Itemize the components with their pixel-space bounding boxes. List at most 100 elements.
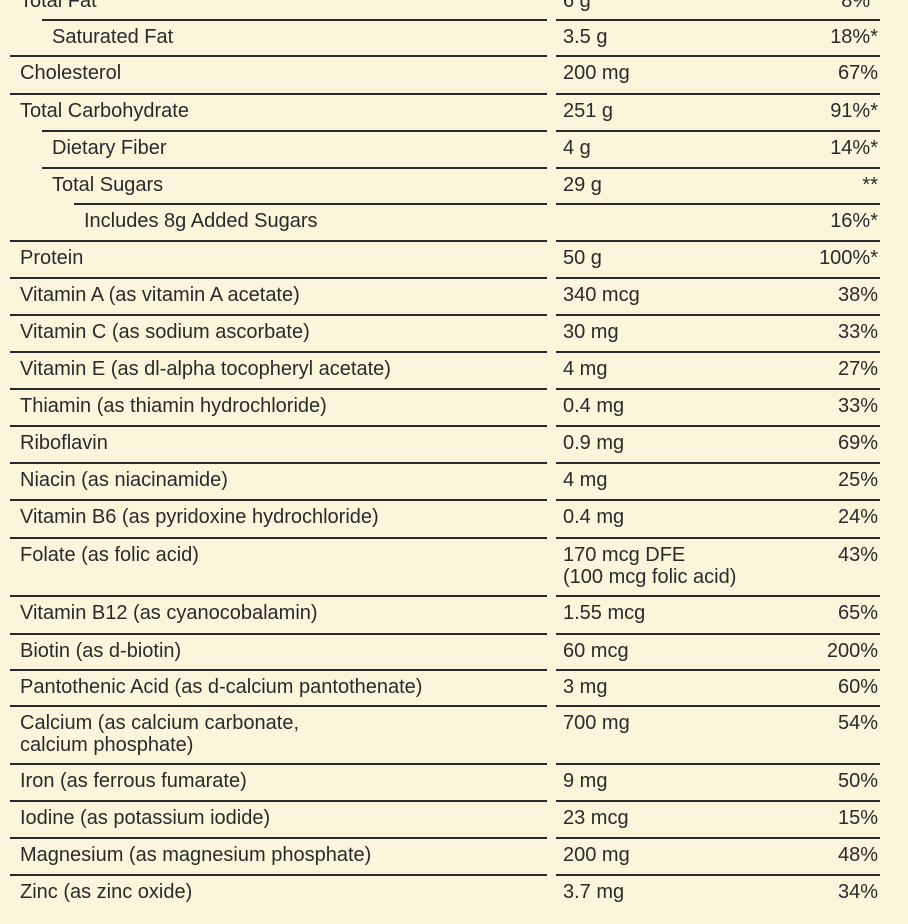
row-divider	[556, 130, 880, 132]
nutrient-name: Folate (as folic acid)	[20, 544, 199, 566]
row-divider	[10, 633, 547, 635]
nutrient-amount: 1.55 mcg	[563, 602, 646, 624]
row-divider	[556, 167, 880, 169]
nutrient-name: Total Carbohydrate	[20, 100, 189, 122]
nutrient-name: Total Sugars	[52, 174, 164, 196]
nutrient-amount: 170 mcg DFE (100 mcg folic acid)	[563, 544, 737, 588]
nutrient-name: Biotin (as d-biotin)	[20, 640, 182, 662]
daily-value-percent: 33%	[837, 321, 878, 343]
daily-value-percent: 34%	[837, 881, 878, 903]
row-divider	[10, 499, 547, 501]
daily-value-percent: 8%*	[841, 0, 878, 12]
nutrient-name: Dietary Fiber	[52, 137, 167, 159]
nutrient-amount: 0.4 mg	[563, 506, 625, 528]
table-row: Niacin (as niacinamide) 4 mg 25%	[0, 463, 908, 500]
row-divider	[556, 351, 880, 353]
row-divider	[556, 93, 880, 95]
daily-value-percent: 67%	[837, 62, 878, 84]
nutrient-name: Magnesium (as magnesium phosphate)	[20, 844, 372, 866]
table-row: Calcium (as calcium carbonate, calcium p…	[0, 706, 908, 764]
nutrient-amount: 0.4 mg	[563, 395, 625, 417]
daily-value-percent: 25%	[837, 469, 878, 491]
row-divider	[10, 874, 547, 876]
daily-value-percent: 14%*	[830, 137, 878, 159]
table-row: Vitamin B6 (as pyridoxine hydrochloride)…	[0, 500, 908, 538]
daily-value-percent: 33%	[837, 395, 878, 417]
daily-value-percent: 100%*	[819, 247, 878, 269]
daily-value-percent: 48%	[837, 844, 878, 866]
table-row: Iodine (as potassium iodide) 23 mcg 15%	[0, 801, 908, 838]
row-divider	[42, 130, 547, 132]
daily-value-percent: 15%	[837, 807, 878, 829]
row-divider	[556, 240, 880, 242]
daily-value-percent: 50%	[837, 770, 878, 792]
row-divider	[10, 93, 547, 95]
row-divider	[10, 55, 547, 57]
row-divider	[556, 277, 880, 279]
daily-value-percent: 65%	[837, 602, 878, 624]
row-divider	[556, 800, 880, 802]
row-divider	[10, 537, 547, 539]
table-row: Includes 8g Added Sugars 16%*	[0, 204, 908, 241]
row-divider	[10, 763, 547, 765]
nutrient-amount: 23 mcg	[563, 807, 629, 829]
row-divider	[556, 669, 880, 671]
row-divider	[556, 425, 880, 427]
row-divider	[42, 167, 547, 169]
table-row: Total Sugars 29 g **	[0, 168, 908, 204]
nutrient-amount: 340 mcg	[563, 284, 640, 306]
table-row: Protein 50 g 100%*	[0, 241, 908, 278]
daily-value-percent: 91%*	[830, 100, 878, 122]
nutrient-name: Zinc (as zinc oxide)	[20, 881, 193, 903]
row-divider	[10, 462, 547, 464]
nutrient-amount: 50 g	[563, 247, 602, 269]
table-row: Biotin (as d-biotin) 60 mcg 200%	[0, 634, 908, 670]
table-row: Pantothenic Acid (as d-calcium pantothen…	[0, 670, 908, 706]
row-divider	[556, 19, 880, 21]
row-divider	[10, 425, 547, 427]
daily-value-percent: 18%*	[830, 26, 878, 48]
table-row: Iron (as ferrous fumarate) 9 mg 50%	[0, 764, 908, 801]
row-divider	[10, 669, 547, 671]
row-divider	[74, 203, 547, 205]
row-divider	[556, 388, 880, 390]
nutrient-name: Pantothenic Acid (as d-calcium pantothen…	[20, 676, 423, 698]
nutrient-name: Saturated Fat	[52, 26, 174, 48]
table-row: Vitamin C (as sodium ascorbate) 30 mg 33%	[0, 315, 908, 352]
nutrient-amount: 3.7 mg	[563, 881, 625, 903]
table-row: Vitamin E (as dl-alpha tocopheryl acetat…	[0, 352, 908, 389]
nutrient-amount: 6 g	[563, 0, 591, 12]
row-divider	[42, 19, 547, 21]
nutrient-amount: 200 mg	[563, 844, 630, 866]
daily-value-percent: 38%	[837, 284, 878, 306]
daily-value-percent: 200%	[826, 640, 878, 662]
nutrient-name: Vitamin A (as vitamin A acetate)	[20, 284, 300, 306]
daily-value-percent: 16%*	[830, 210, 878, 232]
row-divider	[10, 314, 547, 316]
table-row: Vitamin A (as vitamin A acetate) 340 mcg 3…	[0, 278, 908, 315]
nutrient-amount: 4 mg	[563, 358, 608, 380]
table-row: Dietary Fiber 4 g 14%*	[0, 131, 908, 168]
nutrient-amount: 60 mcg	[563, 640, 629, 662]
row-divider	[556, 499, 880, 501]
nutrient-amount: 3 mg	[563, 676, 608, 698]
row-divider	[10, 277, 547, 279]
daily-value-percent: 27%	[837, 358, 878, 380]
row-divider	[10, 595, 547, 597]
nutrient-name: Calcium (as calcium carbonate, calcium p…	[20, 712, 299, 756]
table-row: Cholesterol 200 mg 67%	[0, 56, 908, 94]
nutrient-name: Vitamin B6 (as pyridoxine hydrochloride)	[20, 506, 379, 528]
row-divider	[10, 351, 547, 353]
row-divider	[10, 388, 547, 390]
nutrient-amount: 4 g	[563, 137, 591, 159]
row-divider	[10, 837, 547, 839]
table-row: Thiamin (as thiamin hydrochloride) 0.4 mg…	[0, 389, 908, 426]
nutrient-amount: 30 mg	[563, 321, 619, 343]
row-divider	[556, 705, 880, 707]
nutrient-name: Riboflavin	[20, 432, 108, 454]
daily-value-percent: 54%	[837, 712, 878, 734]
row-divider	[10, 240, 547, 242]
nutrient-name: Niacin (as niacinamide)	[20, 469, 228, 491]
table-row: Folate (as folic acid) 170 mcg DFE (100 m…	[0, 538, 908, 596]
